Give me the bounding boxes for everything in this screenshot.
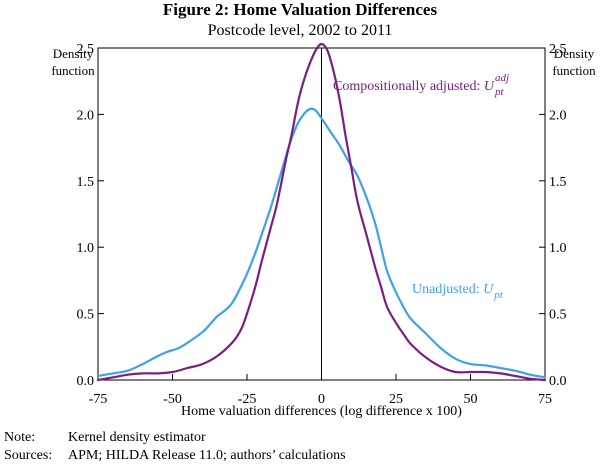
y-tick-label-left: 1.5: [77, 175, 95, 190]
annotation-adjusted-superscript: adj: [495, 72, 509, 84]
sources-label: Sources:: [4, 448, 53, 463]
note-text: Kernel density estimator: [68, 430, 206, 445]
x-axis-label: Home valuation differences (log differen…: [181, 404, 462, 419]
figure-title: Figure 2: Home Valuation Differences: [162, 0, 438, 19]
y-tick-label-right: 2.5: [549, 42, 567, 57]
x-tick-label: -50: [163, 392, 182, 407]
y-tick-label-right: 0.0: [549, 374, 567, 389]
x-tick-label: 0: [318, 392, 325, 407]
y-tick-label-left: 1.0: [77, 241, 95, 256]
y-tick-label-left: 0.5: [77, 308, 95, 323]
y-tick-label-right: 0.5: [549, 308, 567, 323]
x-tick-label: -25: [238, 392, 257, 407]
note-line: Note: Kernel density estimator: [4, 429, 206, 446]
note-label: Note:: [4, 430, 36, 445]
series-line-adjusted: [96, 42, 547, 382]
y-tick-label-left: 2.5: [77, 42, 95, 57]
series-line-unadjusted: [96, 107, 547, 379]
y-axis-label-right: Density: [554, 46, 595, 61]
y-tick-label-right: 1.5: [549, 175, 567, 190]
figure-subtitle: Postcode level, 2002 to 2011: [207, 22, 393, 39]
sources-line: Sources: APM; HILDA Release 11.0; authors…: [4, 447, 346, 464]
y-tick-label-right: 2.0: [549, 108, 567, 123]
x-tick-label: -75: [89, 392, 108, 407]
y-tick-label-left: 2.0: [77, 108, 95, 123]
x-tick-label: 50: [464, 392, 478, 407]
x-tick-label: 25: [389, 392, 403, 407]
y-axis-label-left: function: [51, 63, 95, 78]
annotation-unadjusted-subscript: pt: [493, 289, 504, 301]
y-tick-label-right: 1.0: [549, 241, 567, 256]
sources-text: APM; HILDA Release 11.0; authors’ calcul…: [68, 448, 346, 463]
annotation-adjusted-text: Compositionally adjusted: U: [333, 79, 495, 94]
y-axis-label-left: Density: [53, 46, 94, 61]
annotation-adjusted-subscript: pt: [494, 86, 505, 98]
y-tick-label-left: 0.0: [77, 374, 95, 389]
annotation-unadjusted-text: Unadjusted: U: [412, 282, 494, 297]
x-tick-label: 75: [538, 392, 552, 407]
y-axis-label-right: function: [552, 63, 596, 78]
